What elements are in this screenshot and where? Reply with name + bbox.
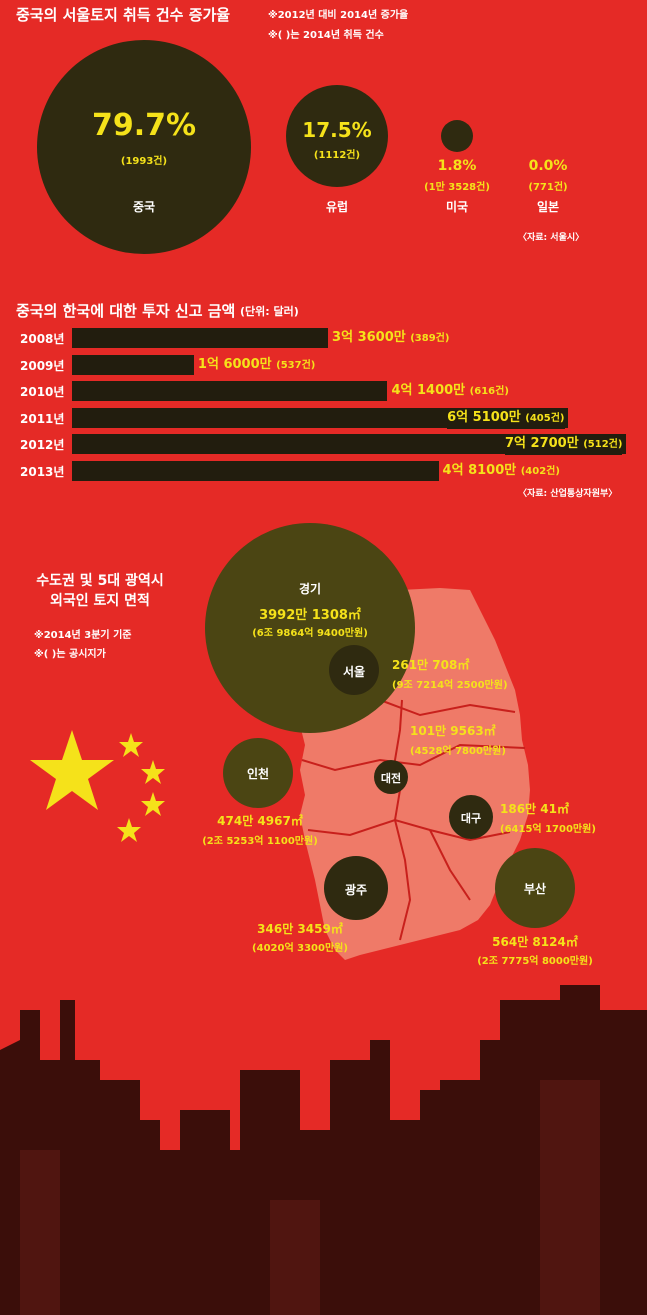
small-star-icon xyxy=(141,760,165,784)
bar-value-label: 6억 5100만 (405건) xyxy=(447,407,565,429)
bar xyxy=(72,328,329,348)
bubble-europe-count: (1112건) xyxy=(313,150,361,161)
bubble-gyeonggi xyxy=(205,523,415,733)
bubble-gwangju xyxy=(324,856,388,920)
bubble-europe-pct: 17.5% xyxy=(302,118,372,142)
bubble-europe-name: 유럽 xyxy=(325,200,349,214)
bar-value: 4억 8100만 xyxy=(442,462,521,478)
bubble-china xyxy=(37,40,251,254)
bar-category-label: 2011년 xyxy=(20,411,65,426)
bubble-seoul xyxy=(329,645,379,695)
bubble-usa-pct: 1.8% xyxy=(437,158,477,174)
section3-title1: 수도권 및 5대 광역시 xyxy=(36,573,164,589)
bubble-usa-count: (1만 3528건) xyxy=(424,182,490,193)
section3-note1: ※2014년 3분기 기준 xyxy=(34,630,132,641)
bar-value-label: 1억 6000만 (537건) xyxy=(198,355,315,376)
bar-count: (537건) xyxy=(276,359,316,371)
bubble-europe xyxy=(286,85,388,187)
incheon-area: 474만 4967㎡ xyxy=(217,814,303,828)
bar-value: 7억 2700만 xyxy=(505,436,584,451)
bar-value-label: 7억 2700만 (512건) xyxy=(505,434,623,455)
small-star-icon xyxy=(117,818,141,842)
daegu-price: (6415억 1700만원) xyxy=(500,824,596,835)
daegu-name: 대구 xyxy=(460,812,482,825)
small-star-icon xyxy=(119,733,143,757)
bar-count: (405건) xyxy=(525,412,565,424)
section3-title2: 외국인 토지 면적 xyxy=(50,593,150,609)
bar-value-label: 4억 8100만 (402건) xyxy=(443,461,560,482)
incheon-name: 인천 xyxy=(246,767,270,781)
bubble-china-pct: 79.7% xyxy=(91,108,197,143)
bubble-usa-name: 미국 xyxy=(445,200,469,214)
busan-price: (2조 7775억 8000만원) xyxy=(477,956,593,967)
section1-title: 중국의 서울토지 취득 건수 증가율 xyxy=(16,6,231,24)
section2-title: 중국의 한국에 대한 투자 신고 금액 xyxy=(16,302,236,320)
bubble-busan xyxy=(495,848,575,928)
section3-note2: ※( )는 공시지가 xyxy=(34,649,106,660)
large-star-icon xyxy=(30,730,114,810)
bubble-japan-name: 일본 xyxy=(536,200,560,214)
bar xyxy=(72,381,388,401)
bar-category-label: 2008년 xyxy=(20,332,65,346)
gyeonggi-name: 경기 xyxy=(298,582,322,596)
section2-source: 〈자료: 산업통상자원부〉 xyxy=(518,489,618,499)
bar-category-label: 2013년 xyxy=(20,464,65,479)
section1-note1: ※2012년 대비 2014년 증가율 xyxy=(268,10,409,21)
bar-value: 6억 5100만 xyxy=(447,409,526,425)
bar xyxy=(72,434,626,454)
gyeonggi-price: (6조 9864억 9400만원) xyxy=(252,628,368,639)
bubble-daejeon xyxy=(374,760,408,794)
bubble-japan-count: (771건) xyxy=(528,182,568,193)
section2-unit: (단위: 달러) xyxy=(240,305,299,318)
gyeonggi-area: 3992만 1308㎡ xyxy=(259,608,361,623)
bubble-china-name: 중국 xyxy=(132,200,156,214)
bar-value-label: 4억 1400만 (616건) xyxy=(391,381,508,402)
incheon-price: (2조 5253억 1100만원) xyxy=(202,836,318,847)
bubble-china-count: (1993건) xyxy=(120,156,168,167)
daejeon-name: 대전 xyxy=(380,772,402,785)
daegu-area: 186만 41㎡ xyxy=(500,802,569,816)
seoul-area: 261만 708㎡ xyxy=(392,658,470,672)
bubble-japan-pct: 0.0% xyxy=(528,158,568,174)
busan-name: 부산 xyxy=(523,882,547,896)
bar xyxy=(72,460,439,481)
bubble-incheon xyxy=(223,738,293,808)
gwangju-price: (4020억 3300만원) xyxy=(252,943,348,954)
bar-value: 3억 3600만 xyxy=(332,330,411,345)
section1-source: 〈자료: 서울시〉 xyxy=(518,233,585,243)
busan-area: 564만 8124㎡ xyxy=(492,935,578,949)
small-star-icon xyxy=(141,792,165,816)
section1-note2: ※( )는 2014년 취득 건수 xyxy=(268,30,384,41)
bar-category-label: 2009년 xyxy=(20,358,65,373)
bar-value-label: 3억 3600만 (389건) xyxy=(332,328,449,349)
bar-count: (616건) xyxy=(469,386,509,397)
bar-value: 1억 6000만 xyxy=(197,356,277,372)
bar-category-label: 2010년 xyxy=(20,385,65,399)
bubble-daegu xyxy=(449,795,493,839)
bar-count: (389건) xyxy=(410,333,450,344)
seoul-price: (9조 7214억 2500만원) xyxy=(392,680,508,691)
bar xyxy=(72,407,569,428)
bar-count: (402건) xyxy=(520,465,560,477)
bar-value: 4억 1400만 xyxy=(391,383,470,398)
bar-category-label: 2012년 xyxy=(20,438,65,452)
bar xyxy=(72,354,194,375)
gwangju-area: 346만 3459㎡ xyxy=(257,922,343,936)
gwangju-name: 광주 xyxy=(344,883,368,897)
bubble-usa xyxy=(441,120,473,152)
bar-count: (512건) xyxy=(583,439,623,450)
daejeon-area: 101만 9563㎡ xyxy=(410,724,496,738)
seoul-name: 서울 xyxy=(342,665,366,679)
daejeon-price: (4528억 7800만원) xyxy=(410,746,506,757)
